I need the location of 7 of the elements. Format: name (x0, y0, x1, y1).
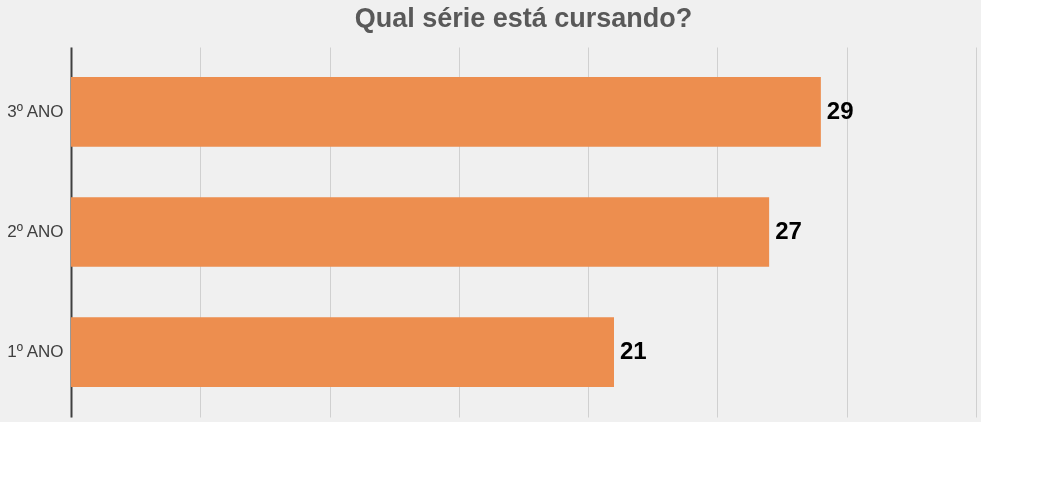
y-tick-label: 3º ANO (7, 101, 64, 121)
data-label: 27 (775, 217, 802, 244)
y-tick-label: 1º ANO (7, 342, 64, 362)
data-label: 21 (620, 337, 647, 365)
data-label: 29 (826, 96, 854, 124)
y-tick-label: 2º ANO (7, 222, 64, 241)
chart-title: Qual série está cursando? (354, 3, 693, 33)
